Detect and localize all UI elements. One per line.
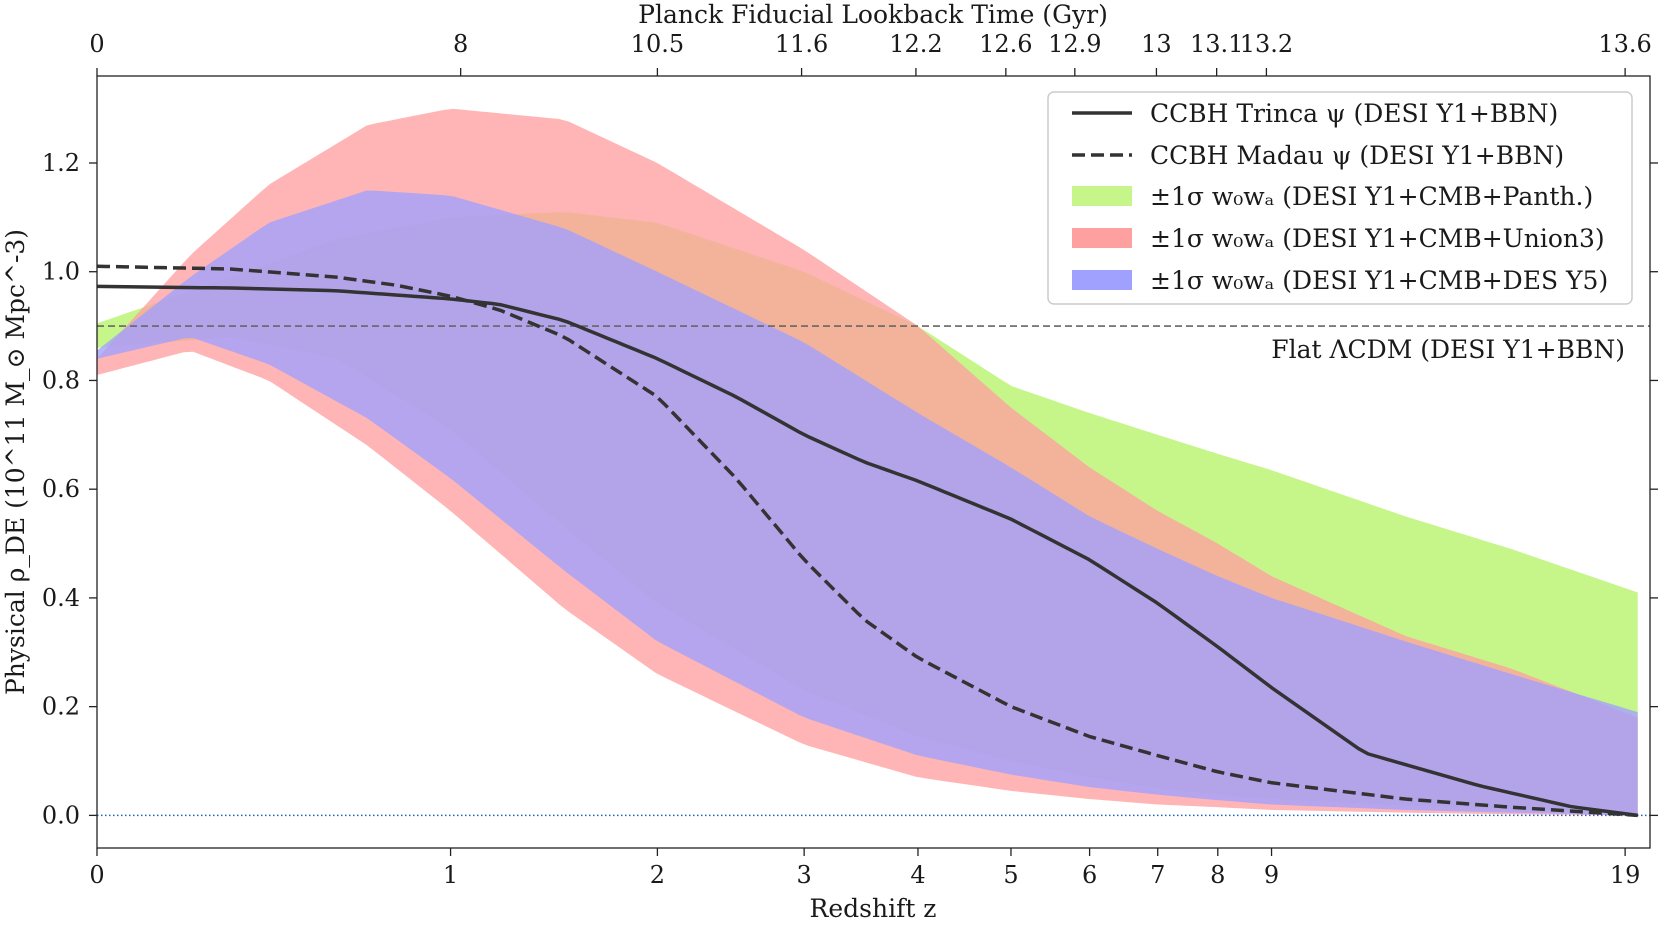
legend-box — [1047, 91, 1633, 305]
y-tick-label: 0.4 — [42, 584, 80, 612]
legend-swatch-union3 — [1072, 228, 1132, 248]
reference-lines-layer — [97, 325, 1650, 817]
x-tick-label: 3 — [797, 861, 812, 889]
y-tick-label: 1.0 — [42, 258, 80, 286]
top-tick-label: 13 — [1141, 30, 1172, 58]
top-tick-label: 11.6 — [775, 30, 828, 58]
x-tick-label: 6 — [1082, 861, 1097, 889]
top-tick-label: 0 — [89, 30, 104, 58]
y-tick-label: 0.0 — [42, 801, 80, 829]
x-tick-label: 4 — [910, 861, 925, 889]
legend-label-panth: ±1σ w₀wₐ (DESI Y1+CMB+Panth.) — [1150, 182, 1593, 211]
legend-swatch-desy5 — [1072, 270, 1132, 290]
top-tick-label: 10.5 — [631, 30, 684, 58]
legend: CCBH Trinca ψ (DESI Y1+BBN) CCBH Madau ψ… — [1047, 91, 1633, 305]
legend-label-trinca: CCBH Trinca ψ (DESI Y1+BBN) — [1150, 99, 1558, 128]
plot-frame — [96, 75, 1651, 849]
y-tick-label: 0.2 — [42, 693, 80, 721]
top-tick-label: 13.6 — [1598, 30, 1651, 58]
series-layer — [97, 264, 1638, 818]
y-tick-label: 0.8 — [42, 366, 80, 394]
band-2 — [97, 190, 1638, 816]
x-axis-label: Redshift z — [810, 894, 937, 923]
legend-label-desy5: ±1σ w₀wₐ (DESI Y1+CMB+DES Y5) — [1150, 266, 1608, 295]
lcdm-reference-label: Flat ΛCDM (DESI Y1+BBN) — [1271, 335, 1625, 364]
top-tick-label: 12.2 — [889, 30, 942, 58]
x-tick-label: 0 — [89, 861, 104, 889]
x-tick-label: 8 — [1210, 861, 1225, 889]
y-tick-label: 1.2 — [42, 149, 80, 177]
top-axis-label: Planck Fiducial Lookback Time (Gyr) — [638, 0, 1108, 29]
top-tick-label: 13.2 — [1240, 30, 1293, 58]
top-tick-label: 12.9 — [1048, 30, 1101, 58]
top-tick-label: 13.1 — [1190, 30, 1243, 58]
legend-label-madau: CCBH Madau ψ (DESI Y1+BBN) — [1150, 141, 1564, 170]
top-tick-label: 8 — [453, 30, 468, 58]
ticks-layer: 0 1 2 3 4 5 6 7 8 9 19 0 8 10.5 11.6 12.2 12.6 12.9 13 13.1… — [42, 30, 1658, 889]
x-tick-label: 5 — [1003, 861, 1018, 889]
x-tick-label: 1 — [443, 861, 458, 889]
y-tick-label: 0.6 — [42, 475, 80, 503]
series-trinca — [97, 284, 1638, 818]
x-tick-label: 19 — [1610, 861, 1641, 889]
x-tick-label: 2 — [650, 861, 665, 889]
y-axis-label: Physical ρ_DE (10^11 M_⊙ Mpc^-3) — [1, 229, 30, 695]
x-tick-label: 7 — [1150, 861, 1165, 889]
series-madau — [97, 264, 1638, 818]
legend-label-union3: ±1σ w₀wₐ (DESI Y1+CMB+Union3) — [1150, 224, 1605, 253]
legend-swatch-panth — [1072, 186, 1132, 206]
top-tick-label: 12.6 — [979, 30, 1032, 58]
x-tick-label: 9 — [1264, 861, 1279, 889]
